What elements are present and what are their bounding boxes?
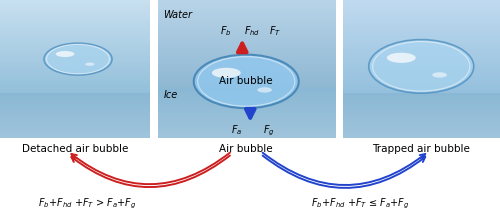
Ellipse shape bbox=[258, 87, 272, 93]
Text: $F_{b}$: $F_{b}$ bbox=[220, 24, 232, 38]
Ellipse shape bbox=[85, 63, 94, 66]
Ellipse shape bbox=[194, 55, 299, 108]
Text: Water: Water bbox=[164, 10, 192, 20]
FancyArrowPatch shape bbox=[72, 156, 230, 187]
Text: $F_{b}$+$F_{hd}$ +$F_{T}$ ≤ $F_{a}$+$F_{g}$: $F_{b}$+$F_{hd}$ +$F_{T}$ ≤ $F_{a}$+$F_{… bbox=[310, 197, 410, 211]
Text: $F_{b}$+$F_{hd}$ +$F_{T}$ > $F_{a}$+$F_{g}$: $F_{b}$+$F_{hd}$ +$F_{T}$ > $F_{a}$+$F_{… bbox=[38, 197, 137, 211]
Text: Air bubble: Air bubble bbox=[220, 76, 273, 86]
Text: Air bubble: Air bubble bbox=[220, 144, 273, 154]
Text: Detached air bubble: Detached air bubble bbox=[22, 144, 128, 154]
Ellipse shape bbox=[432, 72, 447, 78]
Text: Trapped air bubble: Trapped air bubble bbox=[372, 144, 470, 154]
Text: $F_{T}$: $F_{T}$ bbox=[268, 24, 281, 38]
Ellipse shape bbox=[212, 68, 240, 78]
Ellipse shape bbox=[44, 43, 112, 75]
FancyArrowPatch shape bbox=[72, 153, 230, 184]
Text: Ice: Ice bbox=[164, 90, 178, 100]
FancyArrowPatch shape bbox=[262, 153, 425, 185]
Ellipse shape bbox=[387, 53, 416, 63]
Text: $F_{g}$: $F_{g}$ bbox=[264, 123, 275, 138]
Ellipse shape bbox=[56, 51, 74, 57]
FancyArrowPatch shape bbox=[262, 156, 425, 188]
Text: $F_{a}$: $F_{a}$ bbox=[230, 124, 242, 137]
Text: $F_{hd}$: $F_{hd}$ bbox=[244, 24, 260, 38]
Ellipse shape bbox=[369, 40, 474, 93]
